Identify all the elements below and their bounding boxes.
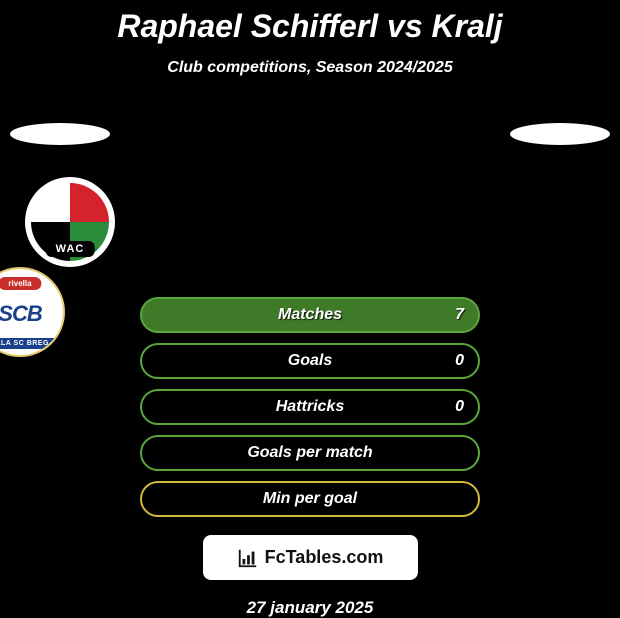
stat-value-right: 7 xyxy=(455,306,464,324)
club-badge-right: rivella SCB ELLA SC BREG xyxy=(0,267,65,357)
player-left-placeholder xyxy=(10,123,110,145)
club-right-top: rivella xyxy=(0,277,42,290)
chart-icon xyxy=(237,547,259,569)
stat-row: Goals 0 xyxy=(140,343,480,379)
stat-label: Matches xyxy=(278,306,342,324)
club-badge-left: WAC xyxy=(25,177,115,267)
player-right-placeholder xyxy=(510,123,610,145)
stat-label: Goals per match xyxy=(247,444,372,462)
stat-label: Hattricks xyxy=(276,398,344,416)
stat-rows: Matches 7 Goals 0 Hattricks 0 Goals per match M… xyxy=(140,297,480,517)
club-left-code: WAC xyxy=(46,241,95,257)
branding-badge: FcTables.com xyxy=(203,535,418,580)
club-right-code: SCB xyxy=(0,301,63,327)
stat-value-right: 0 xyxy=(455,398,464,416)
comparison-content: WAC rivella SCB ELLA SC BREG Matches 7 Goa… xyxy=(0,117,620,618)
club-right-bottom: ELLA SC BREG xyxy=(0,338,63,349)
stat-row: Hattricks 0 xyxy=(140,389,480,425)
stat-value-right: 0 xyxy=(455,352,464,370)
stat-row: Min per goal xyxy=(140,481,480,517)
comparison-title: Raphael Schifferl vs Kralj xyxy=(0,0,620,45)
stat-label: Goals xyxy=(288,352,332,370)
comparison-subtitle: Club competitions, Season 2024/2025 xyxy=(0,59,620,77)
branding-text: FcTables.com xyxy=(265,547,384,568)
stat-label: Min per goal xyxy=(263,490,357,508)
comparison-date: 27 january 2025 xyxy=(0,598,620,618)
stat-row: Matches 7 xyxy=(140,297,480,333)
stat-row: Goals per match xyxy=(140,435,480,471)
